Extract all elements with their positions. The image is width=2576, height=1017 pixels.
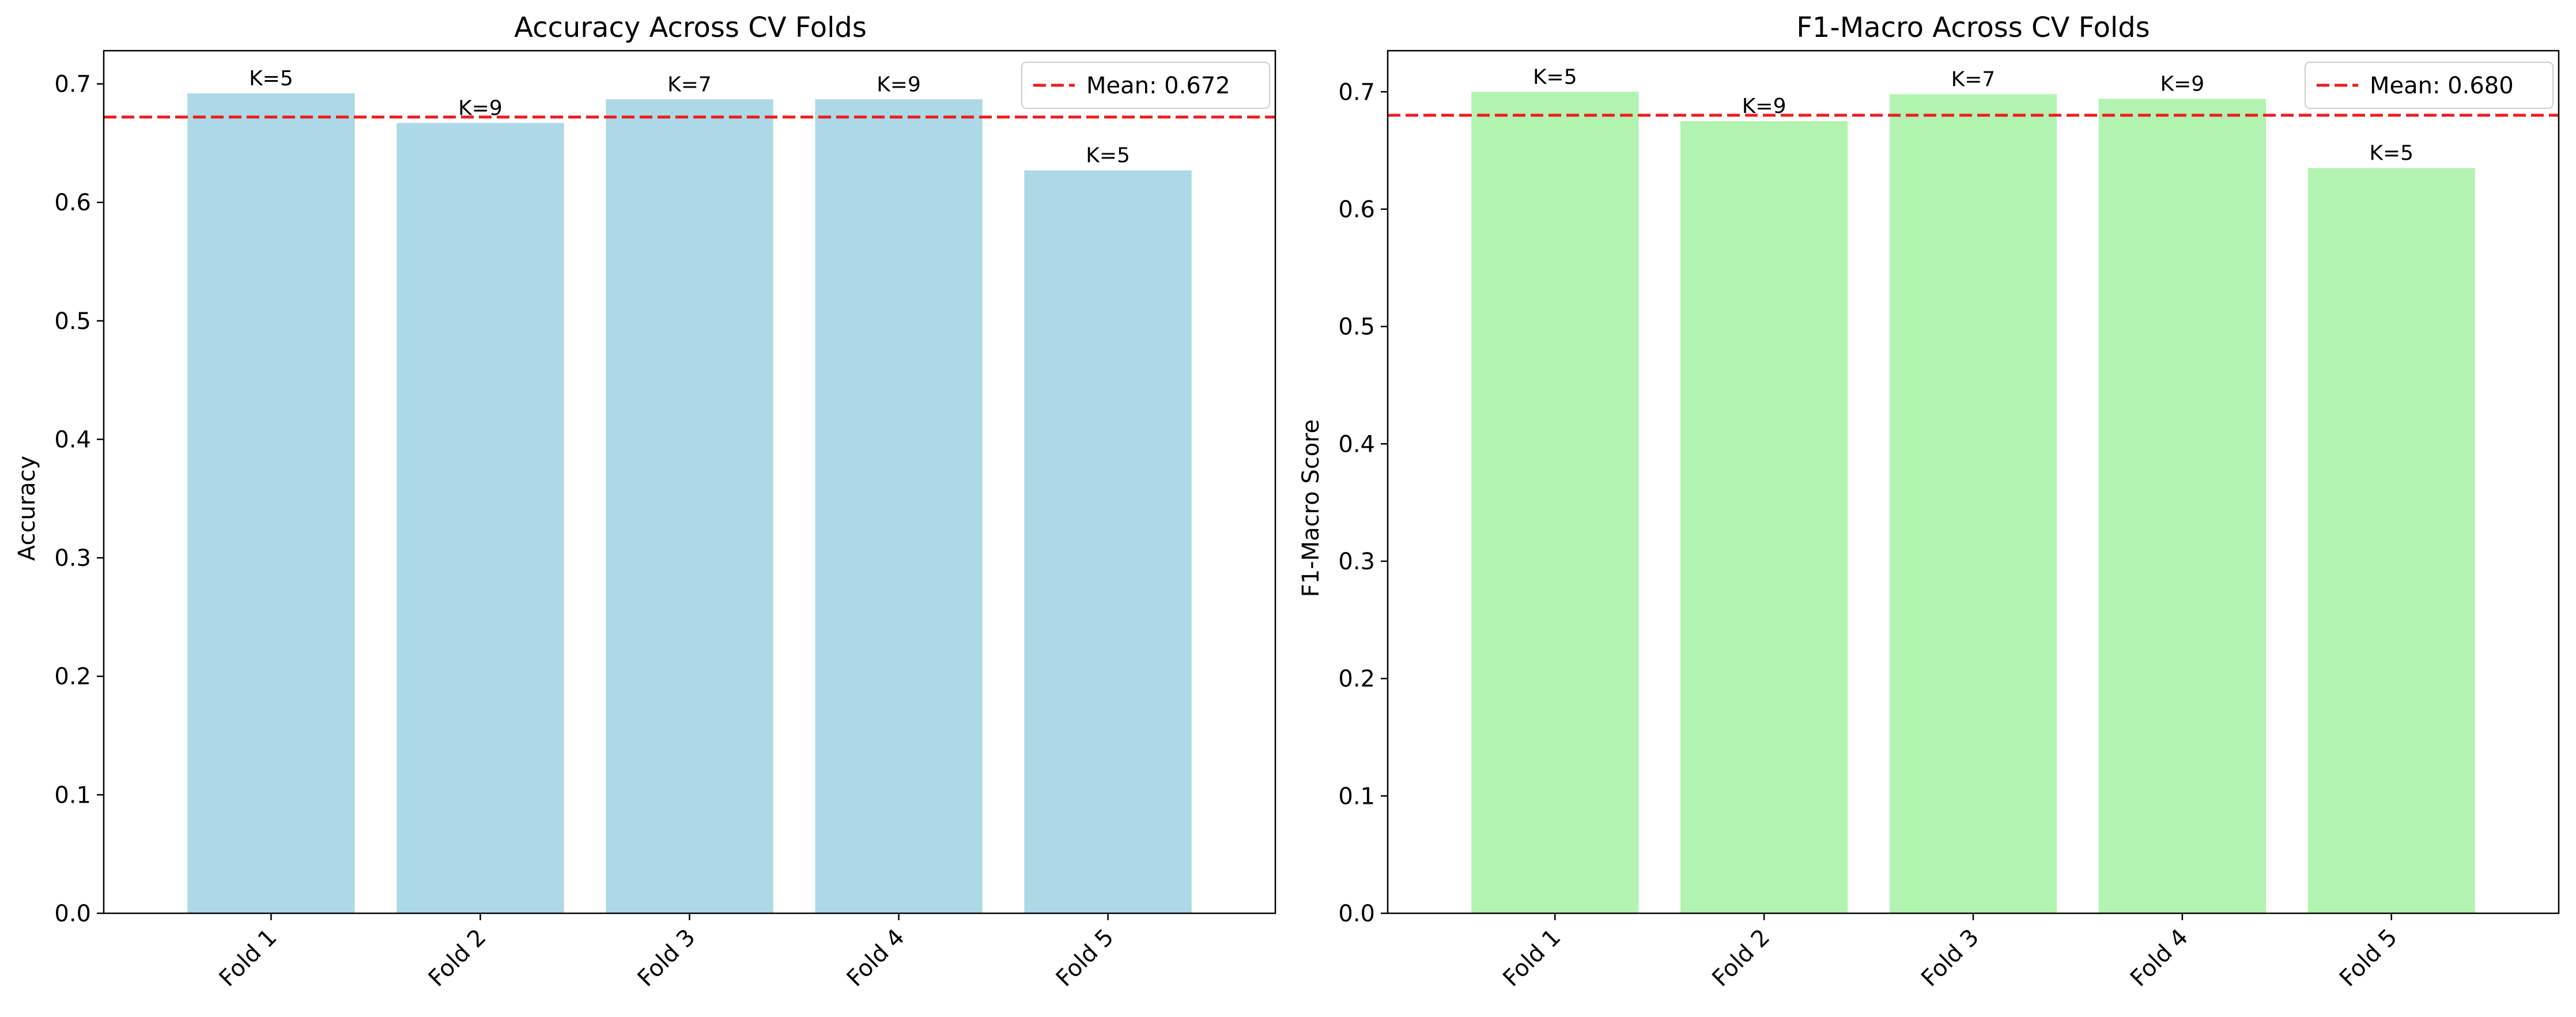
f1-macro-legend-box xyxy=(2305,62,2554,109)
accuracy-bar-3 xyxy=(606,99,773,913)
f1-macro-chart-title: F1-Macro Across CV Folds xyxy=(1796,12,2150,44)
accuracy-y-tick-label-5: 0.5 xyxy=(54,308,91,335)
accuracy-y-tick-label-1: 0.1 xyxy=(54,782,91,808)
f1-macro-bar-4 xyxy=(2098,99,2266,914)
accuracy-y-tick-label-2: 0.2 xyxy=(54,664,91,690)
f1-macro-bar-1 xyxy=(1471,92,1639,913)
accuracy-chart: Accuracy Across CV Folds Accuracy K=5 K=9… xyxy=(14,12,1276,992)
accuracy-y-tick-label-6: 0.6 xyxy=(54,190,91,216)
accuracy-y-tick-label-0: 0.0 xyxy=(54,901,91,927)
accuracy-bar-2 xyxy=(396,123,564,914)
accuracy-legend-label: Mean: 0.672 xyxy=(1086,73,1230,99)
f1-macro-plot-area: K=5K=9K=7 K=9K=50.00.10.20.30.40.50.60.7F… xyxy=(1338,50,2560,992)
f1-macro-y-tick-label-3: 0.3 xyxy=(1338,549,1375,575)
accuracy-plot-area: K=5K=9K=7 K=9K=50.00.10.20.30.40.50.60.7F… xyxy=(54,50,1276,992)
accuracy-y-axis-label: Accuracy xyxy=(14,456,40,561)
accuracy-bar-5 xyxy=(1024,170,1192,913)
f1-macro-legend-label: Mean: 0.680 xyxy=(2370,73,2514,99)
accuracy-y-tick-label-4: 0.4 xyxy=(54,426,91,453)
accuracy-bar-label-3: K=7 xyxy=(667,73,712,96)
f1-macro-bar-5 xyxy=(2307,168,2475,913)
accuracy-y-tick-label-7: 0.7 xyxy=(54,71,91,98)
f1-macro-y-tick-label-7: 0.7 xyxy=(1338,79,1375,105)
f1-macro-y-tick-label-2: 0.2 xyxy=(1338,666,1375,693)
accuracy-chart-title: Accuracy Across CV Folds xyxy=(514,12,867,44)
f1-macro-bar-3 xyxy=(1889,94,2057,914)
accuracy-y-tick-label-3: 0.3 xyxy=(54,545,91,572)
f1-macro-bar-label-3: K=7 xyxy=(1951,67,1996,91)
accuracy-bar-1 xyxy=(187,93,355,913)
f1-macro-bar-label-1: K=5 xyxy=(1533,65,1577,89)
accuracy-bar-4 xyxy=(815,99,983,913)
f1-macro-y-tick-label-4: 0.4 xyxy=(1338,431,1375,458)
f1-macro-bar-label-5: K=5 xyxy=(2369,142,2413,165)
f1-macro-y-tick-label-0: 0.0 xyxy=(1338,901,1375,927)
accuracy-bar-label-5: K=5 xyxy=(1086,144,1130,168)
f1-macro-y-tick-label-6: 0.6 xyxy=(1338,196,1375,223)
f1-macro-chart: F1-Macro Across CV Folds F1-Macro Score … xyxy=(1298,12,2560,992)
accuracy-bar-label-4: K=9 xyxy=(877,73,921,96)
f1-macro-bar-2 xyxy=(1680,121,1848,913)
accuracy-legend-box xyxy=(1021,62,1270,109)
accuracy-bar-label-1: K=5 xyxy=(249,67,293,90)
f1-macro-bar-label-4: K=9 xyxy=(2160,73,2205,96)
f1-macro-y-tick-label-1: 0.1 xyxy=(1338,783,1375,810)
f1-macro-y-axis-label: F1-Macro Score xyxy=(1298,419,1324,598)
f1-macro-y-tick-label-5: 0.5 xyxy=(1338,314,1375,341)
